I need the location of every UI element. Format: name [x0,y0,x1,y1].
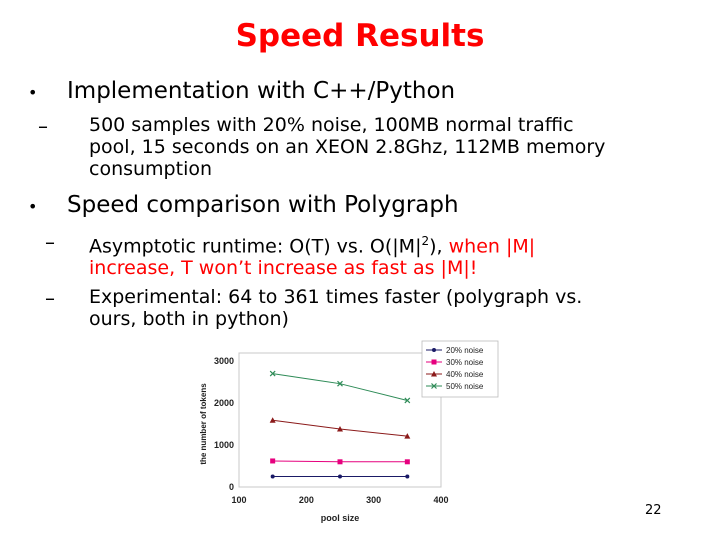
legend-label: 50% noise [446,382,484,391]
y-axis-label: the number of tokens [199,383,208,465]
plot-area [238,352,442,488]
sub-dash-3: – [45,286,55,310]
y-tick-label: 0 [229,482,234,492]
bullet-dot-2: • [28,197,38,216]
legend-swatch-marker [431,371,437,377]
sub-dash-2: – [45,230,55,254]
legend-swatch-marker [432,348,436,352]
speed-chart-svg: 0 1000 2000 3000 100 200 300 400 pool size the nu… [189,333,500,529]
y-tick-label: 3000 [214,356,234,366]
x-tick-label: 100 [231,495,246,505]
data-point [269,370,276,377]
legend-swatch-marker [431,383,437,389]
data-point [337,380,343,387]
x-tick-label: 200 [299,495,314,505]
asymptotic-red-part-1: when |M| [448,235,536,258]
data-point [404,433,411,439]
asymptotic-prefix: Asymptotic runtime: O(T) vs. O(|M| [89,235,422,258]
bullet-heading-speed-comparison: Speed comparison with Polygraph [67,192,459,218]
legend-label: 40% noise [446,370,484,379]
sub-item-samples-line-2: pool, 15 seconds on an XEON 2.8Ghz, 112M… [89,136,606,158]
sub-item-experimental: Experimental: 64 to 361 times faster (po… [89,286,689,330]
x-axis-label: pool size [321,513,360,523]
data-point [338,474,342,479]
asymptotic-mid: ), [429,235,449,258]
sub-item-asymptotic-line-1: Asymptotic runtime: O(T) vs. O(|M|2), wh… [89,230,689,257]
page-number: 22 [645,503,662,518]
data-point [405,474,410,479]
speed-chart: 0 1000 2000 3000 100 200 300 400 pool size the nu… [189,333,500,529]
data-point [404,459,410,465]
legend-label: 30% noise [446,358,484,367]
bullet-heading-implementation: Implementation with C++/Python [67,78,456,104]
sub-dash-1: – [38,114,48,138]
data-point [269,417,276,423]
asymptotic-red-part-2: increase, T won’t increase as fast as |M… [89,257,478,280]
sub-item-samples: 500 samples with 20% noise, 100MB normal… [89,114,689,180]
x-tick-label: 400 [433,495,448,505]
data-point [337,426,343,432]
data-point [337,459,343,465]
y-tick-label: 2000 [214,398,234,408]
sub-item-samples-line-1: 500 samples with 20% noise, 100MB normal… [89,114,574,136]
legend-swatch-marker [431,359,437,365]
sub-item-asymptotic: Asymptotic runtime: O(T) vs. O(|M|2), wh… [89,230,689,279]
sub-item-samples-line-3: consumption [89,158,213,180]
x-tick-label: 300 [366,495,381,505]
data-point [270,474,275,479]
data-point [270,458,276,464]
slide-title: Speed Results [235,18,485,54]
bullet-dot-1: • [28,83,38,102]
data-point [404,397,411,404]
asymptotic-superscript: 2 [421,234,430,248]
y-tick-label: 1000 [214,440,234,450]
sub-item-experimental-line-2: ours, both in python) [89,308,289,330]
sub-item-experimental-line-1: Experimental: 64 to 361 times faster (po… [89,286,583,308]
legend-label: 20% noise [446,346,484,355]
